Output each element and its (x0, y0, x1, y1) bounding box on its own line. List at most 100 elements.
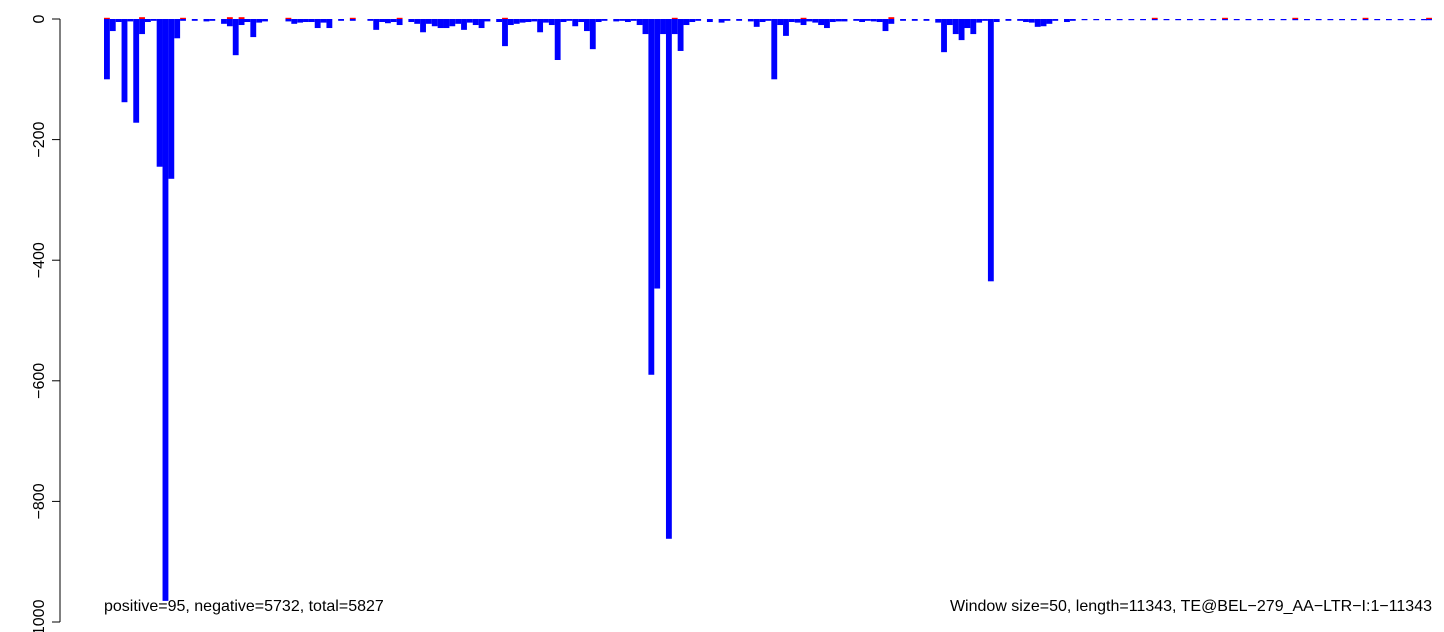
bar (384, 19, 391, 24)
y-tick-label: −1000 (31, 599, 48, 632)
bar (502, 17, 508, 19)
bar (560, 19, 567, 23)
bar (601, 19, 608, 21)
bar (987, 19, 994, 282)
bar (232, 19, 239, 56)
bar (900, 19, 906, 21)
bar (695, 19, 702, 21)
bar (244, 19, 251, 23)
bar (841, 19, 848, 22)
bar (671, 19, 678, 35)
bar (566, 19, 573, 21)
bar (1028, 19, 1035, 23)
bar (1350, 19, 1357, 21)
bar (853, 19, 860, 21)
bar (1069, 19, 1076, 21)
bar (613, 19, 620, 22)
bar (578, 19, 585, 23)
bar (788, 19, 795, 23)
bar (156, 19, 163, 167)
bar (1292, 17, 1299, 19)
bar (888, 19, 895, 24)
bar (1222, 17, 1228, 19)
bar (806, 19, 813, 22)
bar (104, 19, 110, 80)
bar (958, 19, 965, 41)
bar (1040, 19, 1047, 27)
bar (759, 19, 766, 23)
bar (1315, 19, 1322, 21)
bar (525, 19, 532, 23)
bar (993, 19, 1000, 23)
bar (835, 19, 842, 22)
bar (115, 19, 122, 23)
bar (461, 19, 467, 30)
bar (221, 19, 227, 24)
bar (1257, 19, 1264, 21)
bar (127, 19, 134, 22)
bar (982, 19, 988, 21)
bar (584, 19, 590, 32)
bar (379, 19, 385, 23)
bar (121, 19, 128, 103)
bar (1093, 19, 1100, 21)
bar (297, 19, 304, 23)
y-tick-label: −400 (31, 242, 48, 278)
bar (168, 19, 175, 179)
bar (308, 19, 315, 23)
bar (367, 19, 374, 21)
bar (677, 19, 684, 51)
bar (396, 19, 403, 26)
bar (226, 17, 233, 19)
bar (619, 19, 625, 21)
bar (1210, 19, 1217, 21)
bar (800, 19, 807, 26)
bar (226, 19, 233, 27)
bar (443, 19, 450, 29)
annotation-left: positive=95, negative=5732, total=5827 (104, 598, 384, 615)
bar (513, 19, 520, 24)
bar (238, 17, 245, 19)
bar (595, 19, 602, 23)
bar (1233, 19, 1240, 21)
bar (870, 19, 877, 22)
bar (689, 19, 696, 23)
bar (1186, 19, 1193, 21)
bar (1385, 19, 1392, 21)
bar (864, 19, 871, 21)
bar (314, 19, 321, 29)
bar (824, 19, 830, 29)
bar (671, 17, 678, 19)
bar (911, 19, 918, 21)
bar (449, 19, 456, 27)
bar (1105, 19, 1111, 21)
bar (466, 19, 473, 23)
bar (1116, 19, 1123, 21)
bar (642, 19, 649, 35)
bar (326, 19, 333, 29)
y-tick-label: −600 (31, 363, 48, 399)
bar (349, 19, 356, 21)
bar (706, 19, 713, 23)
bar (144, 19, 151, 23)
bar (1140, 19, 1146, 21)
bar (1034, 19, 1041, 27)
bar (765, 19, 772, 21)
bar (431, 19, 438, 27)
bar (554, 19, 561, 61)
bar (203, 19, 210, 22)
bar (952, 19, 959, 35)
bar (660, 19, 666, 35)
bar (812, 19, 819, 23)
bar (829, 19, 836, 23)
bar (1198, 19, 1205, 21)
bar (876, 19, 883, 23)
bar (747, 19, 754, 22)
bar (531, 19, 538, 22)
bar (783, 19, 789, 36)
bar (191, 19, 198, 21)
bar (1005, 19, 1012, 21)
bar (320, 19, 327, 23)
bar (519, 19, 526, 23)
